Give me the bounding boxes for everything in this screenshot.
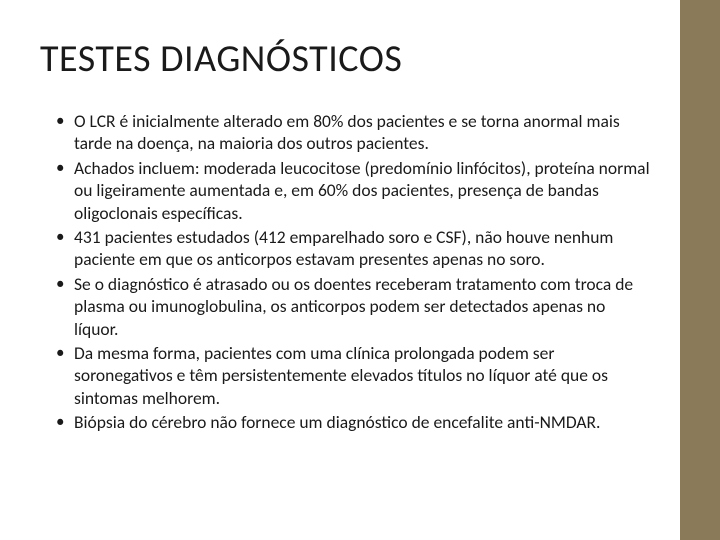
list-item: Achados incluem: moderada leucocitose (p… bbox=[56, 157, 650, 224]
list-item: Se o diagnóstico é atrasado ou os doente… bbox=[56, 273, 650, 340]
list-item: Da mesma forma, pacientes com uma clínic… bbox=[56, 342, 650, 409]
list-item: 431 pacientes estudados (412 emparelhado… bbox=[56, 226, 650, 271]
slide-container: TESTES DIAGNÓSTICOS O LCR é inicialmente… bbox=[0, 0, 720, 540]
bullet-list: O LCR é inicialmente alterado em 80% dos… bbox=[40, 110, 650, 433]
decorative-side-band bbox=[680, 0, 720, 540]
list-item: Biópsia do cérebro não fornece um diagnó… bbox=[56, 411, 650, 433]
list-item: O LCR é inicialmente alterado em 80% dos… bbox=[56, 110, 650, 155]
content-area: TESTES DIAGNÓSTICOS O LCR é inicialmente… bbox=[0, 0, 720, 465]
page-title: TESTES DIAGNÓSTICOS bbox=[40, 36, 650, 82]
